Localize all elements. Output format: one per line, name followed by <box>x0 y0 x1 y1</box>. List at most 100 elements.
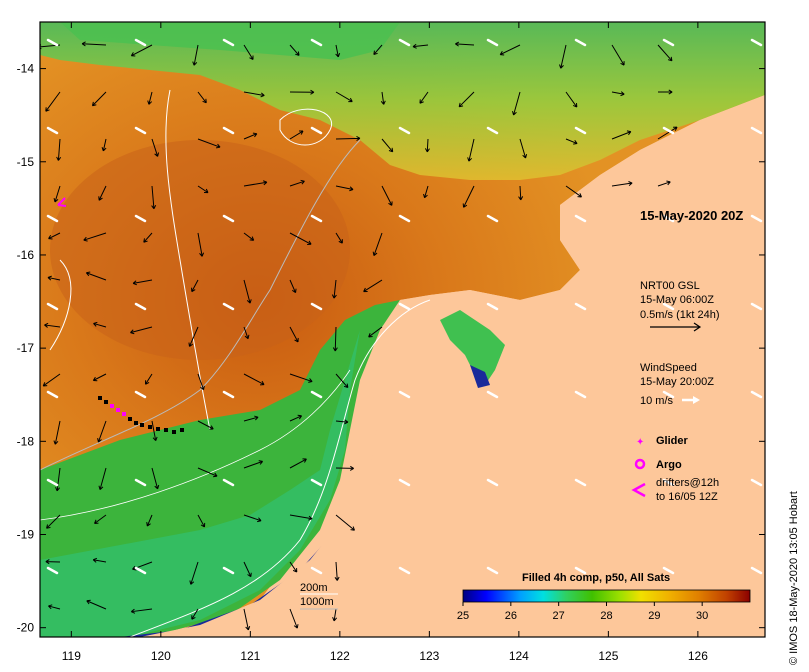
wind-arrow <box>486 478 499 487</box>
current-arrow <box>45 559 61 565</box>
current-arrow <box>565 91 578 108</box>
wind-arrow <box>398 38 411 47</box>
current-arrow <box>289 514 313 521</box>
current-arrow <box>243 460 264 469</box>
wind-legend-title: WindSpeed <box>640 362 697 374</box>
glider-position <box>110 404 114 408</box>
current-arrow <box>373 44 383 56</box>
current-arrow <box>289 458 307 469</box>
axis-ticks: 119 120 121 122 123 124 125 126 -14 -15 -16 -17 -18 -… <box>17 22 765 663</box>
lat-tick-label: -20 <box>17 621 35 635</box>
current-arrow <box>467 138 475 162</box>
current-arrow <box>151 467 160 490</box>
wind-legend-scale: 10 m/s <box>640 395 674 407</box>
current-arrow <box>519 138 528 159</box>
current-arrow <box>48 604 61 610</box>
wind-arrow <box>486 302 499 311</box>
current-arrow <box>243 561 252 578</box>
wind-arrow <box>750 566 763 575</box>
wind-arrow <box>486 38 499 47</box>
current-arrow <box>611 44 625 66</box>
current-arrow <box>55 467 61 492</box>
current-arrow <box>381 185 393 206</box>
wind-arrow <box>486 214 499 223</box>
wind-arrow <box>750 478 763 487</box>
current-arrow <box>145 373 153 385</box>
current-arrow <box>499 44 521 56</box>
current-arrow <box>335 185 354 192</box>
current-arrow <box>565 185 582 198</box>
current-arrow <box>197 467 218 478</box>
current-arrow <box>368 326 383 338</box>
wind-arrow <box>398 566 411 575</box>
currents-legend-time: 15-May 06:00Z <box>640 294 714 306</box>
glider-track <box>57 197 184 434</box>
current-arrow <box>512 91 521 116</box>
current-arrow <box>611 91 625 97</box>
current-arrow <box>130 326 153 335</box>
current-arrow <box>93 321 107 328</box>
current-arrow <box>331 279 337 299</box>
current-arrow <box>289 44 300 56</box>
current-arrow <box>243 373 265 386</box>
current-arrow <box>243 232 255 241</box>
lat-tick-label: -14 <box>17 62 35 76</box>
colorbar-gradient <box>462 589 751 603</box>
wind-arrow <box>310 38 323 47</box>
wind-arrow <box>574 302 587 311</box>
current-arrow <box>332 608 338 622</box>
current-arrow <box>243 608 251 631</box>
currents-legend: NRT00 GSL 15-May 06:00Z 0.5m/s (1kt 24h) <box>640 280 719 332</box>
glider-position <box>172 430 176 434</box>
current-arrow <box>188 326 199 347</box>
lon-tick-label: 120 <box>151 649 171 663</box>
current-arrow <box>130 44 153 57</box>
wind-arrow <box>46 126 59 135</box>
current-arrow <box>289 232 312 245</box>
wind-legend-time: 15-May 20:00Z <box>640 376 714 388</box>
current-arrow <box>197 138 221 149</box>
current-arrow <box>42 373 61 387</box>
currents-scale-arrow <box>650 322 702 332</box>
current-arrow <box>289 279 297 294</box>
current-arrow <box>47 275 61 281</box>
current-arrow <box>197 420 214 430</box>
current-arrow <box>192 44 199 66</box>
current-arrow <box>289 608 299 629</box>
wind-arrow <box>662 390 675 399</box>
wind-arrow <box>310 126 323 135</box>
wind-arrow <box>134 214 147 223</box>
glider-position <box>128 417 132 421</box>
map-frame <box>39 21 766 638</box>
current-arrow <box>462 185 475 208</box>
current-arrow <box>243 91 265 98</box>
lon-tick-label: 123 <box>419 649 439 663</box>
wind-arrow <box>662 126 675 135</box>
current-arrow <box>335 514 355 531</box>
platform-legend: ✦ Glider Argo drifters@12h to 16/05 12Z <box>631 435 719 503</box>
current-arrow <box>335 373 349 389</box>
current-arrow <box>289 130 304 140</box>
current-arrow <box>101 138 107 152</box>
wind-arrow <box>46 478 59 487</box>
current-arrow <box>455 41 475 47</box>
current-arrow <box>92 373 107 382</box>
lat-tick-label: -16 <box>17 248 35 262</box>
current-arrow <box>83 232 107 242</box>
kimberley-coast <box>140 95 765 637</box>
wind-arrow <box>310 478 323 487</box>
current-arrow <box>657 126 678 140</box>
wind-arrow <box>46 390 59 399</box>
colorbar-tick-label: 27 <box>553 610 565 622</box>
drifters-legend-label-2: to 16/05 12Z <box>656 491 718 503</box>
wind-arrow <box>398 478 411 487</box>
current-arrow <box>380 91 386 105</box>
lon-tick-label: 122 <box>330 649 350 663</box>
current-arrow <box>289 89 315 95</box>
colorbar-tick-label: 26 <box>505 610 517 622</box>
glider-legend-icon: ✦ <box>636 437 644 448</box>
wind-arrow <box>486 390 499 399</box>
current-arrow <box>132 279 153 286</box>
wind-arrow <box>662 214 675 223</box>
